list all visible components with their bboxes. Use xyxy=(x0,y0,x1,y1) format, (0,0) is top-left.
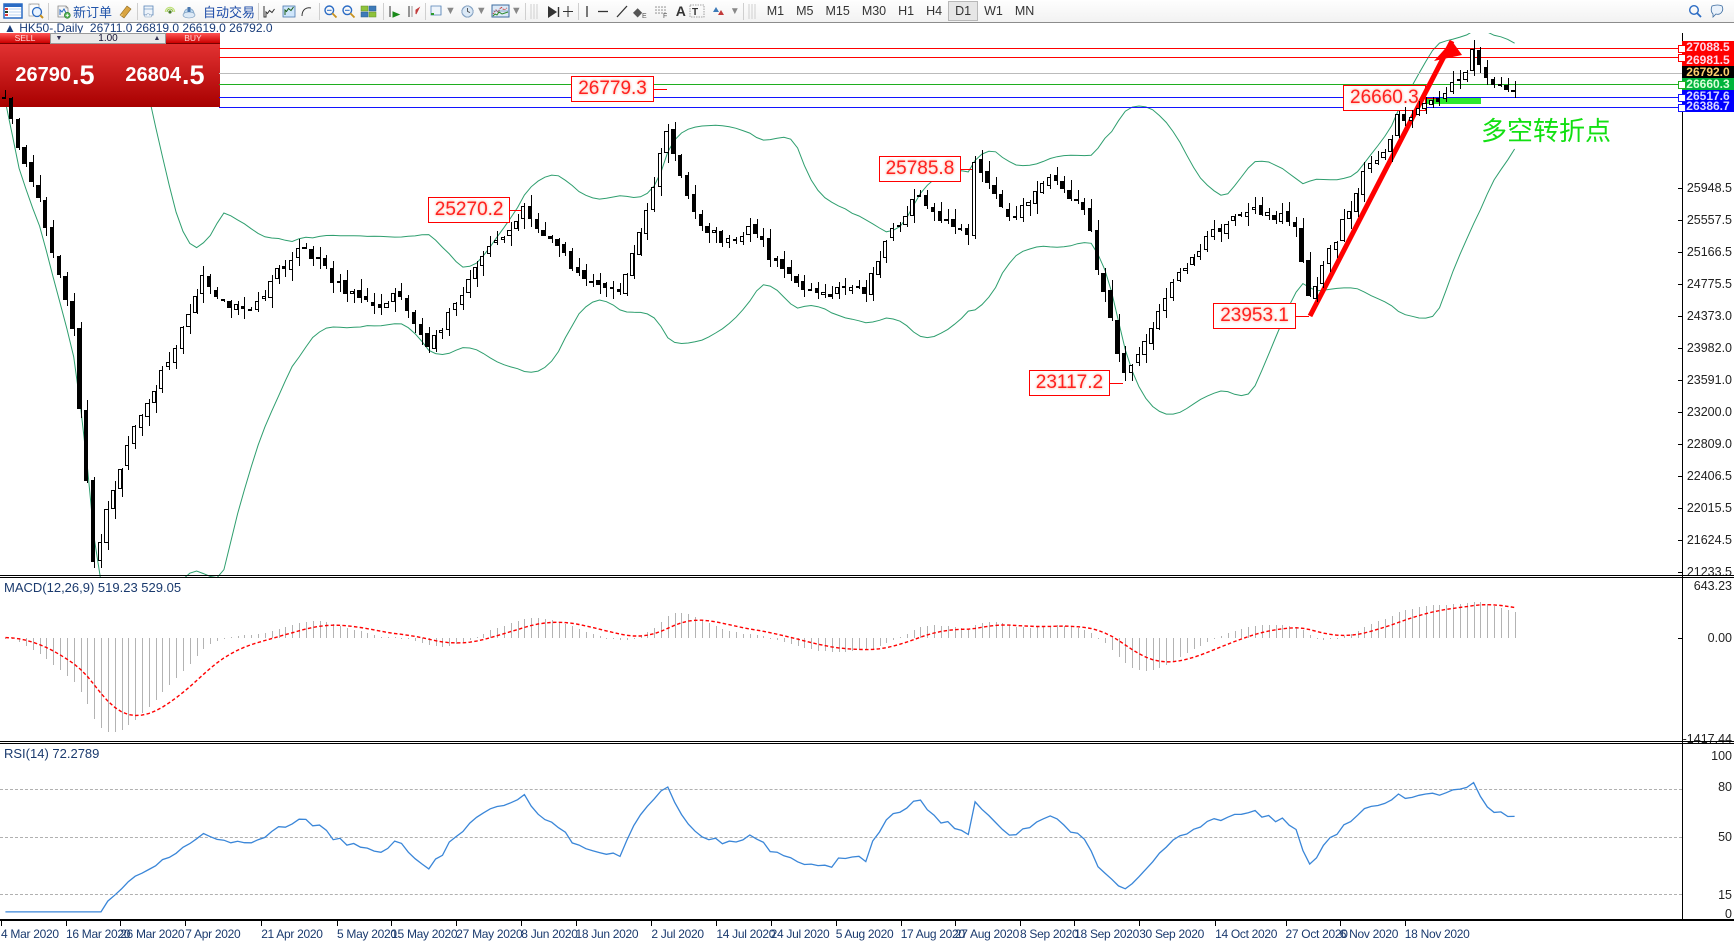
svg-text:T: T xyxy=(692,7,698,18)
svg-text:F: F xyxy=(663,13,667,19)
svg-text:E: E xyxy=(642,13,647,19)
